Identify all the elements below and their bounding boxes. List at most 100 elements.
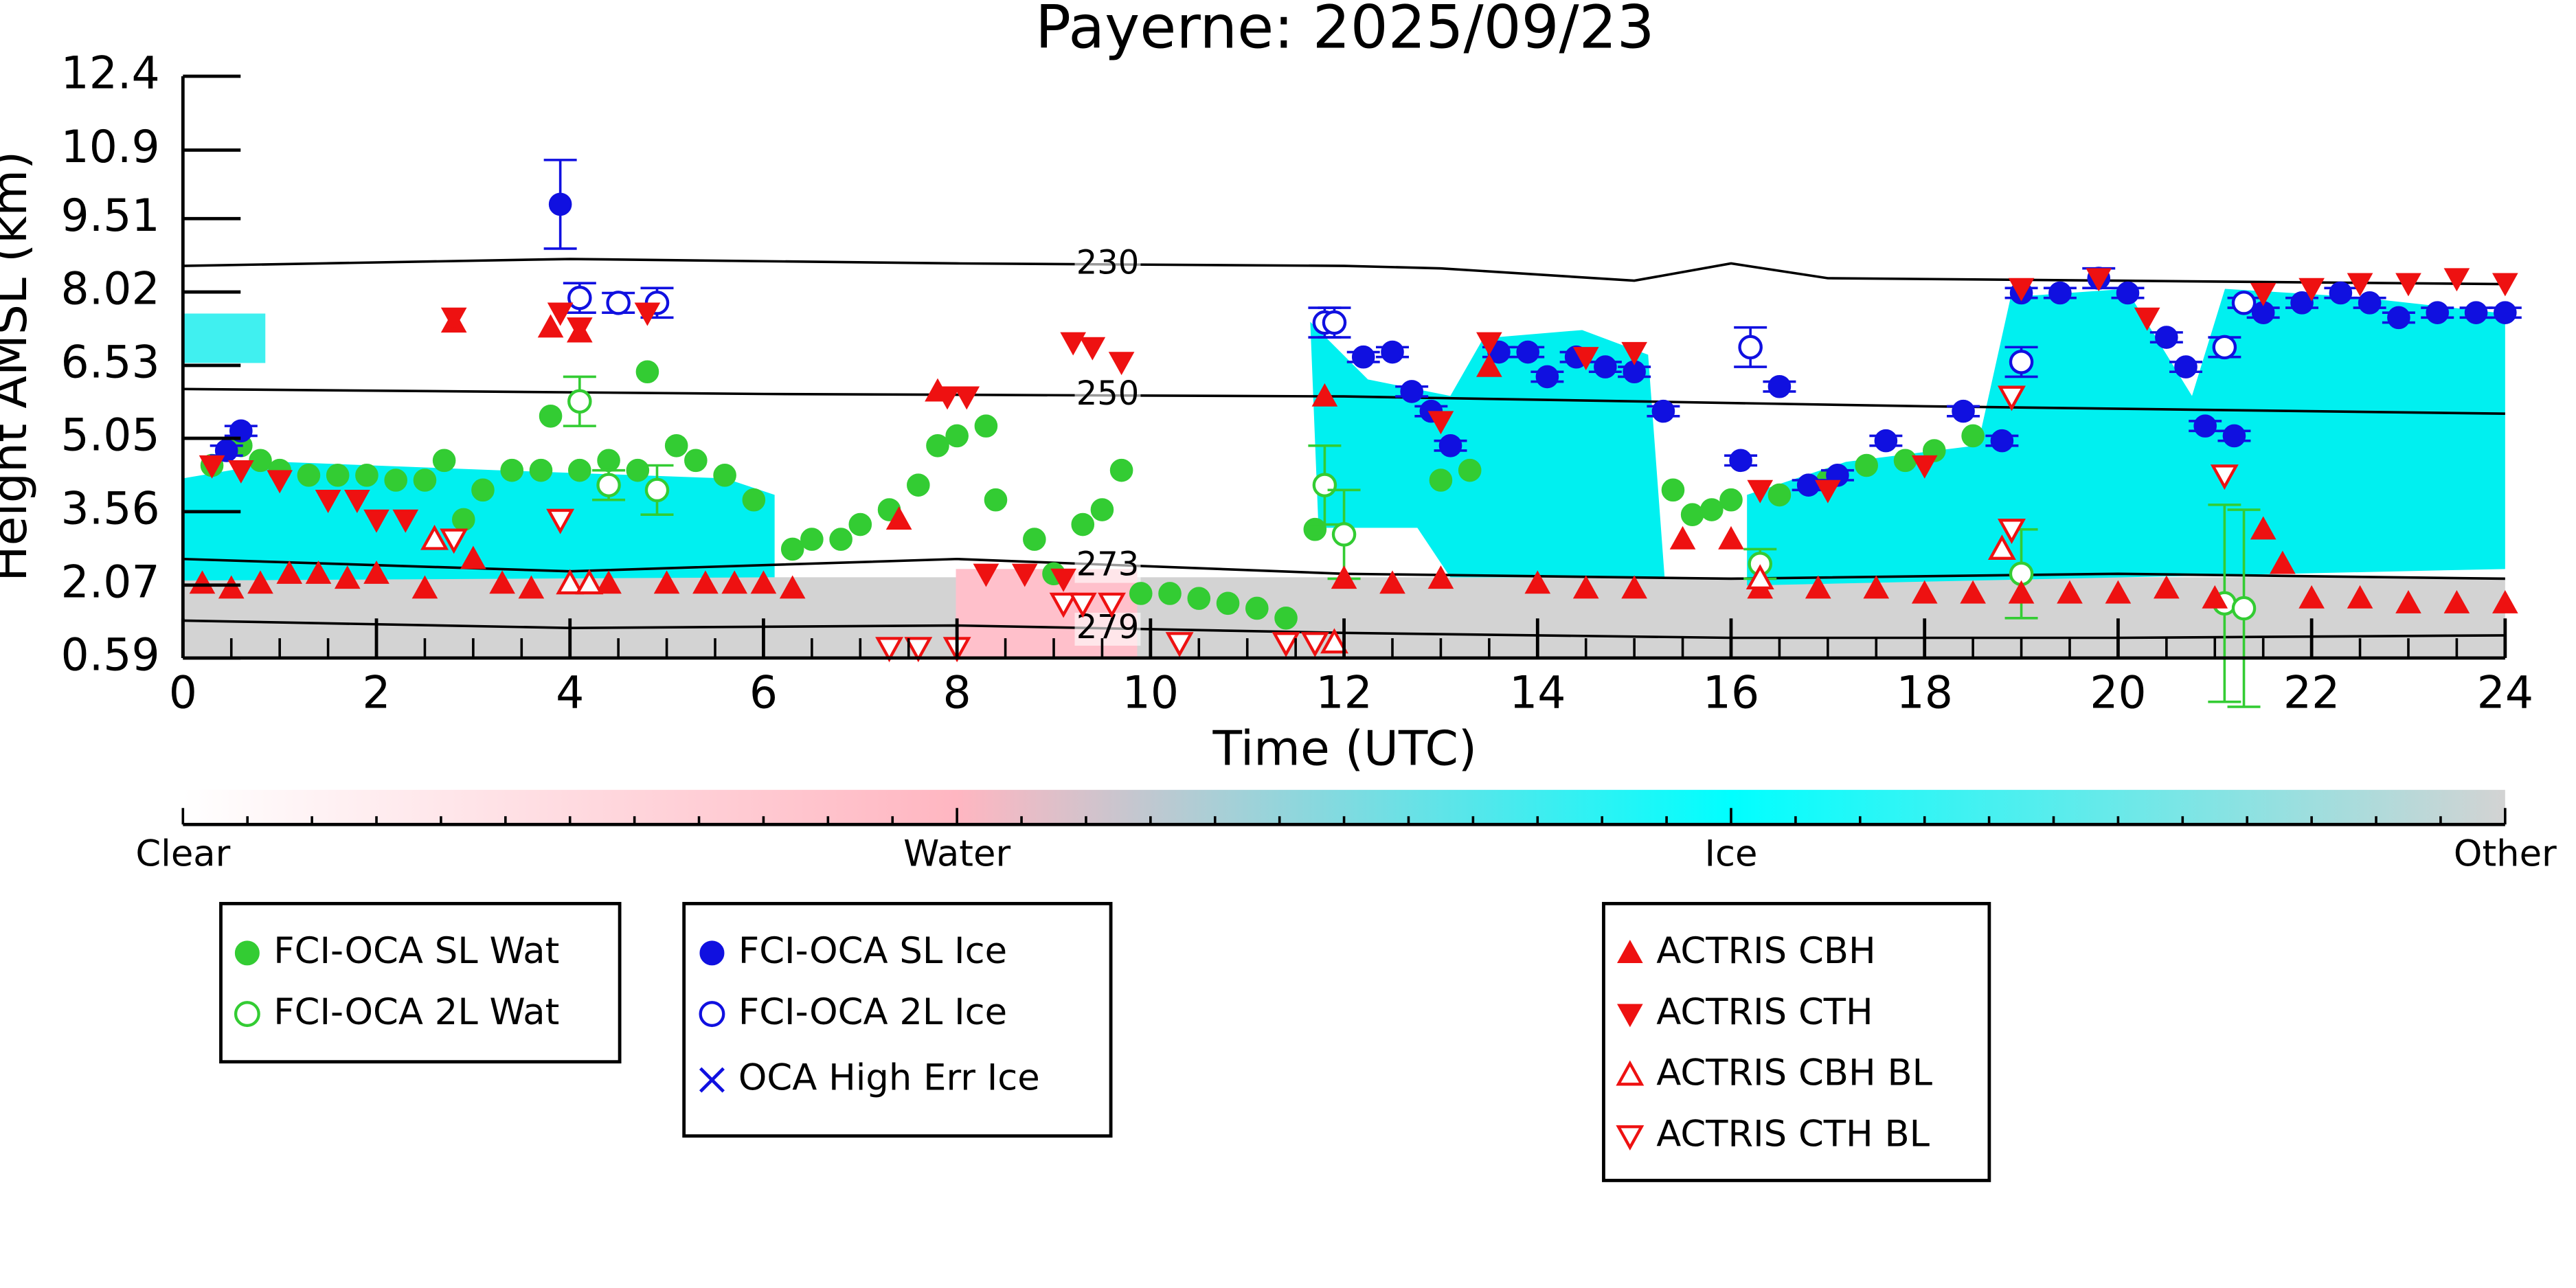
marker xyxy=(326,464,350,487)
legend-label: FCI-OCA SL Ice xyxy=(738,930,1007,972)
marker xyxy=(1572,575,1599,599)
marker xyxy=(247,570,273,594)
marker xyxy=(2395,590,2421,613)
ice-field xyxy=(183,313,266,363)
marker xyxy=(355,464,379,487)
marker xyxy=(2116,281,2140,305)
marker xyxy=(2250,516,2276,540)
isotherm-label-bg xyxy=(1074,379,1141,412)
y-axis-label: Height AMSL (km) xyxy=(0,151,38,582)
marker xyxy=(904,637,933,663)
marker xyxy=(1719,488,1743,512)
marker xyxy=(1071,512,1095,536)
marker xyxy=(597,449,620,473)
isotherm-label: 230 xyxy=(1076,243,1140,282)
marker xyxy=(2329,281,2353,305)
marker xyxy=(1700,498,1724,521)
marker xyxy=(567,389,592,414)
marker xyxy=(1911,580,1938,604)
marker xyxy=(907,473,930,497)
marker xyxy=(2492,273,2518,297)
marker xyxy=(432,449,456,473)
legend-marker xyxy=(1616,1060,1645,1086)
marker xyxy=(1594,355,1617,379)
legend-box xyxy=(1602,901,1991,1182)
marker xyxy=(1961,424,1985,448)
marker xyxy=(420,524,449,550)
marker xyxy=(829,528,852,551)
isotherm-label: 273 xyxy=(1076,545,1140,584)
marker xyxy=(2298,585,2325,609)
y-tick-label: 12.4 xyxy=(61,48,160,100)
marker xyxy=(1379,570,1405,594)
marker xyxy=(953,386,980,410)
marker xyxy=(945,424,969,448)
marker xyxy=(413,468,437,492)
marker xyxy=(2443,590,2470,613)
marker xyxy=(2464,301,2488,324)
colorbar-label: Clear xyxy=(135,833,230,874)
marker xyxy=(1960,580,1986,604)
y-tick-label: 8.02 xyxy=(61,264,160,315)
marker xyxy=(2250,282,2276,306)
marker xyxy=(363,509,389,533)
marker xyxy=(1747,479,1774,504)
y-tick-label: 0.59 xyxy=(61,629,160,681)
marker xyxy=(575,569,604,595)
legend-label: ACTRIS CBH xyxy=(1656,930,1875,972)
marker xyxy=(2387,306,2410,330)
legend-label: FCI-OCA SL Wat xyxy=(273,930,559,972)
legend-box xyxy=(219,901,622,1064)
marker xyxy=(1050,568,1076,592)
marker xyxy=(1855,453,1878,477)
x-tick-label: 12 xyxy=(1315,668,1372,719)
marker xyxy=(1438,434,1462,457)
marker xyxy=(1079,337,1106,361)
x-tick-label: 18 xyxy=(1896,668,1952,719)
marker xyxy=(229,419,253,443)
marker xyxy=(1863,575,1890,599)
marker xyxy=(1351,345,1375,369)
marker xyxy=(634,302,661,326)
marker xyxy=(626,458,650,482)
marker xyxy=(1400,380,1423,403)
marker xyxy=(2174,355,2197,379)
marker xyxy=(1311,383,1338,407)
isotherm-label-bg xyxy=(1074,612,1141,646)
marker xyxy=(1990,429,2014,453)
legend-marker xyxy=(699,940,725,966)
x-tick-label: 16 xyxy=(1703,668,1759,719)
marker xyxy=(1572,347,1599,370)
marker xyxy=(1165,632,1194,657)
marker xyxy=(2395,273,2421,297)
marker xyxy=(1729,449,1752,473)
ice-field xyxy=(1747,289,2505,586)
marker xyxy=(2155,326,2178,349)
marker xyxy=(1738,335,1763,360)
marker xyxy=(2105,580,2132,604)
marker xyxy=(653,570,680,594)
colorbar-label: Water xyxy=(903,833,1010,874)
marker xyxy=(721,570,748,594)
series xyxy=(563,375,2261,708)
marker xyxy=(1049,592,1078,618)
marker xyxy=(875,637,904,663)
marker xyxy=(1158,582,1182,605)
colorbar-label: Ice xyxy=(1704,833,1757,874)
marker xyxy=(1216,591,1240,615)
y-tick-label: 10.9 xyxy=(61,122,160,173)
marker xyxy=(1796,473,1820,497)
marker xyxy=(267,470,293,494)
marker xyxy=(1245,596,1269,620)
marker xyxy=(934,386,960,410)
marker xyxy=(664,434,688,457)
marker xyxy=(2492,590,2518,613)
marker xyxy=(885,506,912,530)
marker xyxy=(1680,503,1704,527)
marker xyxy=(384,468,407,492)
marker xyxy=(1745,564,1774,590)
y-tick-label: 6.53 xyxy=(61,337,160,388)
marker xyxy=(529,458,553,482)
marker xyxy=(1109,458,1133,482)
marker xyxy=(974,414,998,438)
